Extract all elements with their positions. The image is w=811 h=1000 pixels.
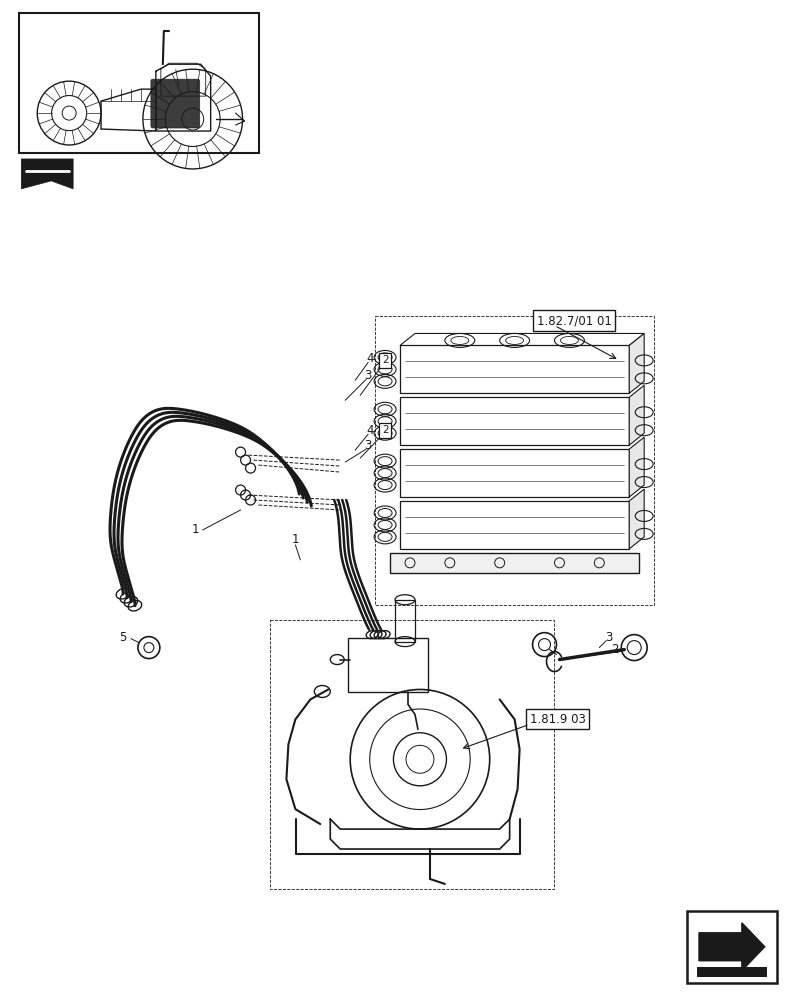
Text: 3: 3 — [364, 369, 371, 382]
Text: 2: 2 — [381, 425, 388, 435]
Text: 2: 2 — [381, 355, 388, 365]
Bar — [394, 600, 414, 642]
Text: 4: 4 — [366, 352, 373, 365]
Bar — [686, 911, 776, 983]
Polygon shape — [21, 159, 73, 189]
Bar — [270, 620, 554, 889]
Text: 1: 1 — [291, 533, 298, 546]
Bar — [19, 13, 258, 153]
Bar — [400, 397, 629, 445]
FancyBboxPatch shape — [151, 79, 200, 128]
Text: 3: 3 — [364, 439, 371, 452]
Text: 2: 2 — [611, 643, 618, 656]
Bar — [696, 967, 766, 977]
Polygon shape — [698, 923, 764, 971]
Text: 1: 1 — [191, 523, 200, 536]
Polygon shape — [400, 333, 643, 345]
Text: 3: 3 — [605, 631, 612, 644]
Bar — [375, 316, 654, 605]
Bar — [400, 345, 629, 393]
Bar — [389, 553, 638, 573]
Polygon shape — [629, 437, 643, 497]
Bar — [348, 638, 427, 692]
Polygon shape — [629, 489, 643, 549]
Polygon shape — [629, 385, 643, 445]
Polygon shape — [629, 333, 643, 393]
Bar — [400, 501, 629, 549]
Bar — [400, 449, 629, 497]
Text: 5: 5 — [119, 631, 127, 644]
Text: 1.82.7/01 01: 1.82.7/01 01 — [536, 314, 611, 327]
Text: 1.81.9 03: 1.81.9 03 — [529, 713, 585, 726]
Text: 4: 4 — [366, 424, 373, 437]
